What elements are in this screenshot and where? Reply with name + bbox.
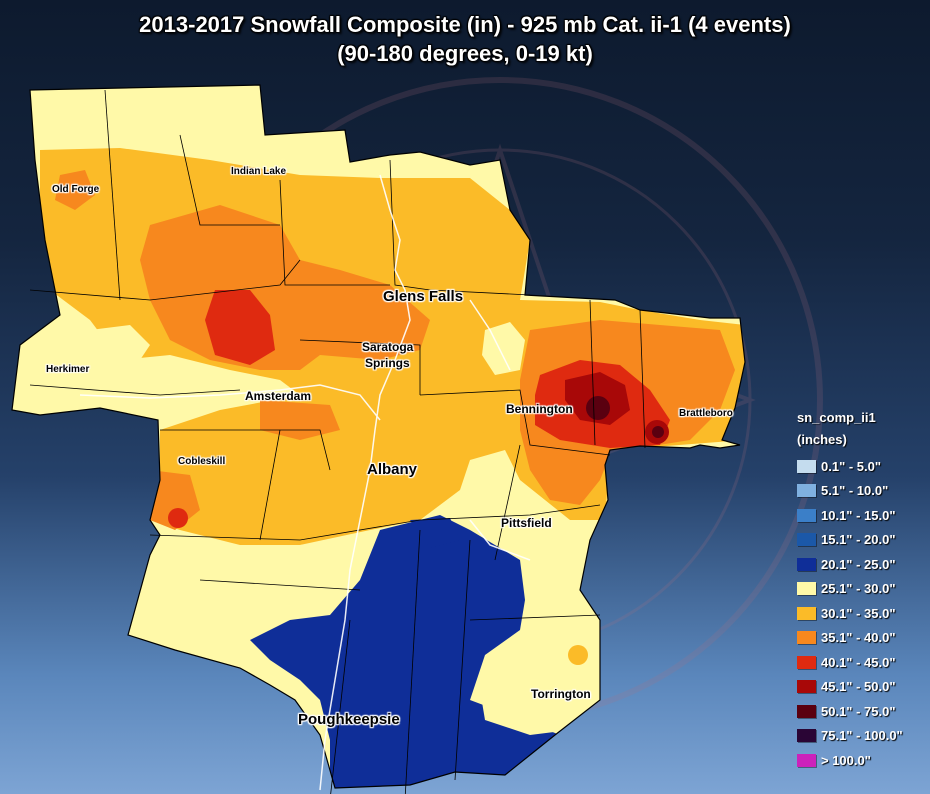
legend-label: 50.1" - 75.0" — [821, 703, 896, 719]
city-label-herkimer: Herkimer — [46, 364, 90, 375]
city-label-saratoga-springs-1: Saratoga — [362, 340, 414, 354]
legend-item: 35.1" - 40.0" — [797, 626, 903, 651]
legend-label: 25.1" - 30.0" — [821, 581, 896, 597]
city-label-cobleskill: Cobleskill — [178, 456, 226, 467]
legend-swatch — [797, 680, 816, 694]
legend-items: 0.1" - 5.0" 5.1" - 10.0" 10.1" - 15.0" 15.1… — [797, 454, 903, 773]
legend-swatch — [797, 753, 816, 767]
rivers — [79, 174, 531, 791]
legend-label: 35.1" - 40.0" — [821, 630, 896, 646]
legend-item: 50.1" - 75.0" — [797, 699, 903, 724]
legend-item: > 100.0" — [797, 748, 903, 773]
city-label-saratoga-springs-2: Springs — [365, 356, 410, 370]
legend-item: 75.1" - 100.0" — [797, 724, 903, 749]
legend-swatch — [797, 533, 816, 547]
legend-swatch — [797, 729, 816, 743]
legend-item: 45.1" - 50.0" — [797, 675, 903, 700]
legend-swatch — [797, 704, 816, 718]
legend-swatch — [797, 557, 816, 571]
legend-swatch — [797, 606, 816, 620]
legend-label: 10.1" - 15.0" — [821, 507, 896, 523]
legend-label: 40.1" - 45.0" — [821, 654, 896, 670]
legend-title: sn_comp_ii1 — [797, 410, 876, 425]
legend-item: 40.1" - 45.0" — [797, 650, 903, 675]
city-label-bennington: Bennington — [506, 402, 573, 416]
legend-label: 15.1" - 20.0" — [821, 532, 896, 548]
legend-item: 25.1" - 30.0" — [797, 577, 903, 602]
legend-label: 20.1" - 25.0" — [821, 556, 896, 572]
county-boundaries — [29, 89, 646, 794]
legend-swatch — [797, 582, 816, 596]
city-label-poughkeepsie: Poughkeepsie — [298, 711, 400, 728]
legend-swatch — [797, 508, 816, 522]
city-label-glens-falls: Glens Falls — [383, 288, 464, 305]
map-title: 2013-2017 Snowfall Composite (in) - 925 … — [0, 10, 930, 68]
map-legend: sn_comp_ii1 (inches) 0.1" - 5.0" 5.1" - 1… — [797, 410, 903, 773]
legend-label: 0.1" - 5.0" — [821, 458, 882, 474]
legend-label: 30.1" - 35.0" — [821, 605, 896, 621]
legend-label: 75.1" - 100.0" — [821, 728, 903, 744]
city-label-brattleboro: Brattleboro — [679, 408, 733, 419]
city-label-indian-lake: Indian Lake — [231, 166, 287, 177]
legend-item: 10.1" - 15.0" — [797, 503, 903, 528]
legend-label: 5.1" - 10.0" — [821, 483, 889, 499]
city-label-amsterdam: Amsterdam — [245, 389, 312, 403]
city-label-pittsfield: Pittsfield — [501, 516, 552, 530]
city-label-old-forge: Old Forge — [52, 184, 100, 195]
legend-label: 45.1" - 50.0" — [821, 679, 896, 695]
legend-item: 30.1" - 35.0" — [797, 601, 903, 626]
title-line-1: 2013-2017 Snowfall Composite (in) - 925 … — [139, 12, 791, 37]
legend-item: 5.1" - 10.0" — [797, 479, 903, 504]
legend-units: (inches) — [797, 432, 847, 447]
city-label-torrington: Torrington — [531, 687, 591, 701]
legend-item: 20.1" - 25.0" — [797, 552, 903, 577]
legend-item: 0.1" - 5.0" — [797, 454, 903, 479]
legend-swatch — [797, 631, 816, 645]
legend-swatch — [797, 459, 816, 473]
legend-item: 15.1" - 20.0" — [797, 528, 903, 553]
legend-swatch — [797, 484, 816, 498]
city-label-albany: Albany — [367, 461, 418, 478]
legend-label: > 100.0" — [821, 752, 871, 768]
title-line-2: (90-180 degrees, 0-19 kt) — [337, 41, 593, 66]
legend-swatch — [797, 655, 816, 669]
